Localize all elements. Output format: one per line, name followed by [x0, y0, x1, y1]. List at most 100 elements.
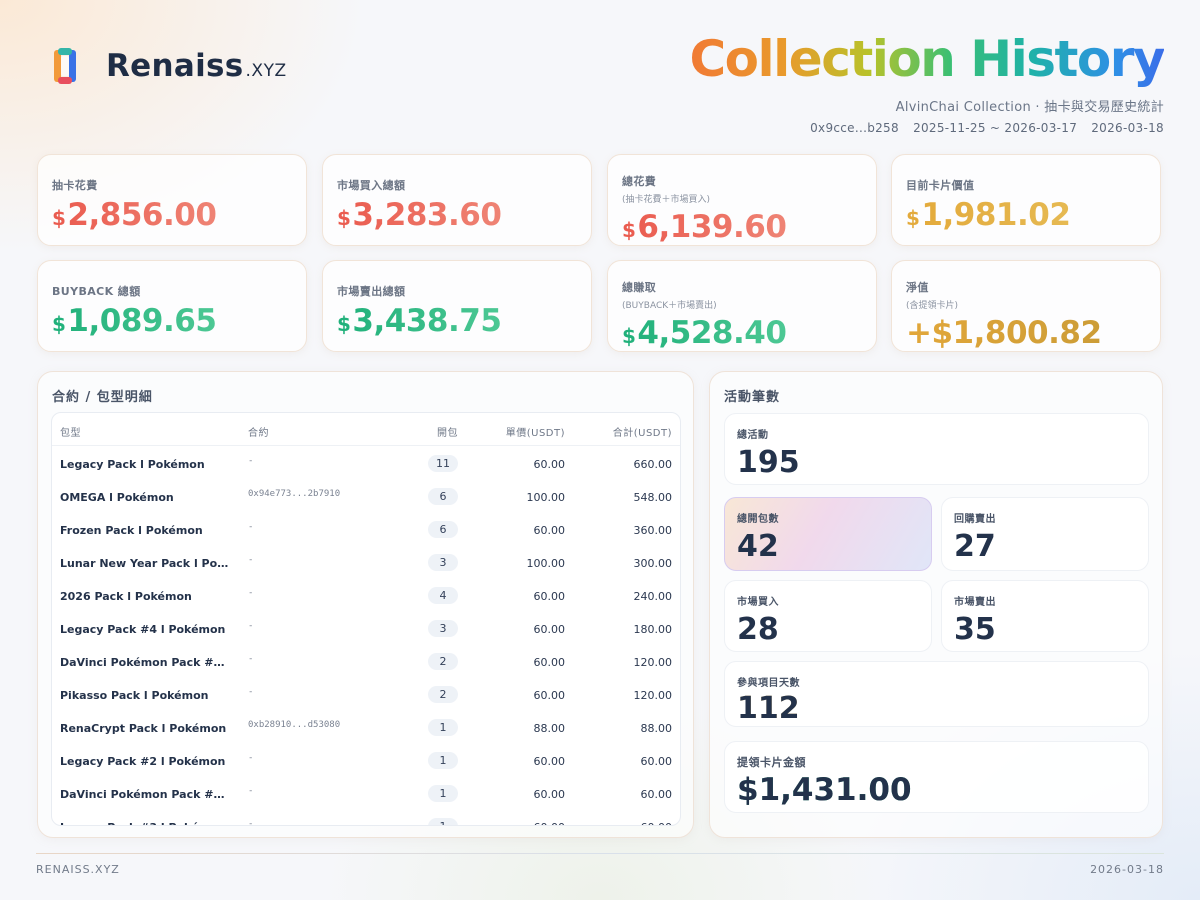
currency-symbol: $ — [52, 312, 66, 336]
currency-symbol: $ — [622, 324, 636, 348]
withdraw-value: $1,431.00 — [737, 772, 1148, 808]
opened-count-badge: 3 — [428, 554, 458, 571]
active-days-card: 參與項目天數 112 — [724, 661, 1149, 727]
unit-price: 88.00 — [533, 722, 566, 735]
opened-count-badge: 1 — [428, 785, 458, 802]
stat-value: $3,438.75 — [337, 303, 577, 339]
table-row[interactable]: RenaCrypt Pack l Pokémon 0xb28910...d5308… — [52, 711, 680, 744]
contract-address: - — [248, 687, 254, 697]
stat-amount: 3,283.60 — [352, 197, 502, 233]
contract-address: - — [248, 456, 254, 466]
packs-table[interactable]: 包型 合約 開包 單價(USDT) 合計(USDT) Legacy Pack l… — [51, 412, 681, 826]
stat-amount: +$1,800.82 — [906, 315, 1102, 351]
currency-symbol: $ — [337, 312, 351, 336]
activity-panel-title: 活動筆數 — [724, 390, 781, 405]
row-total: 360.00 — [633, 524, 673, 537]
opened-count-badge: 1 — [428, 752, 458, 769]
buyback-sell-value: 27 — [954, 529, 996, 564]
stat-card: 淨值 (含提領卡片) +$1,800.82 — [891, 260, 1161, 352]
opened-count-badge: 1 — [428, 719, 458, 736]
market-buy-card: 市場買入 28 — [724, 580, 932, 652]
currency-symbol: $ — [52, 206, 66, 230]
col-contract: 合約 — [248, 428, 269, 439]
unit-price: 60.00 — [533, 458, 566, 471]
table-row[interactable]: Pikasso Pack l Pokémon - 2 60.00 120.00 — [52, 678, 680, 711]
stat-label: 市場賣出總額 — [337, 285, 406, 298]
unit-price: 60.00 — [533, 524, 566, 537]
stat-amount: 1,981.02 — [921, 197, 1071, 233]
total-activity-value: 195 — [737, 445, 800, 480]
stat-value: $4,528.40 — [622, 315, 862, 351]
stat-label: 抽卡花費 — [52, 179, 98, 192]
contract-address: - — [248, 753, 254, 763]
unit-price: 60.00 — [533, 689, 566, 702]
stat-value: $2,856.00 — [52, 197, 292, 233]
currency-symbol: $ — [622, 218, 636, 242]
table-row[interactable]: Legacy Pack #2 l Pokémon - 1 60.00 60.00 — [52, 744, 680, 777]
withdraw-card: 提領卡片金額 $1,431.00 — [724, 741, 1149, 813]
contract-address: - — [248, 522, 254, 532]
packs-opened-value: 42 — [737, 529, 779, 564]
stat-card: 市場買入總額 $3,283.60 — [322, 154, 592, 246]
report-date: 2026-03-18 — [1091, 121, 1164, 135]
market-sell-card: 市場賣出 35 — [941, 580, 1149, 652]
col-total: 合計(USDT) — [612, 428, 672, 439]
footer-date: 2026-03-18 — [1090, 863, 1164, 876]
table-row[interactable]: Legacy Pack #3 l Pokémon - 1 60.00 60.00 — [52, 810, 680, 825]
pack-name: 2026 Pack l Pokémon — [60, 590, 192, 603]
currency-symbol: $ — [906, 206, 920, 230]
row-total: 120.00 — [633, 656, 673, 669]
stat-amount: 6,139.60 — [637, 209, 787, 245]
page-subtitle: AlvinChai Collection · 抽卡與交易歷史統計 — [895, 100, 1164, 115]
stat-amount: 1,089.65 — [67, 303, 217, 339]
opened-count-badge: 6 — [428, 521, 458, 538]
opened-count-badge: 2 — [428, 686, 458, 703]
row-total: 240.00 — [633, 590, 673, 603]
row-total: 180.00 — [633, 623, 673, 636]
header-meta: 0x9cce...b258 2025-11-25 ~ 2026-03-17 20… — [800, 121, 1164, 135]
wallet-address: 0x9cce...b258 — [810, 121, 899, 135]
total-activity-label: 總活動 — [737, 430, 769, 441]
pack-name: Lunar New Year Pack l Pokémon — [60, 557, 232, 570]
table-row[interactable]: OMEGA l Pokémon 0x94e773...2b7910 6 100.00 5… — [52, 480, 680, 513]
activity-panel: 活動筆數 總活動 195 總開包數 42 回購賣出 27 市場買入 28 市場賣… — [709, 371, 1163, 838]
table-row[interactable]: Frozen Pack l Pokémon - 6 60.00 360.00 — [52, 513, 680, 546]
market-sell-value: 35 — [954, 612, 996, 647]
table-row[interactable]: Legacy Pack l Pokémon - 11 60.00 660.00 — [52, 447, 680, 480]
opened-count-badge: 1 — [428, 818, 458, 825]
table-row[interactable]: DaVinci Pokémon Pack #4 l Po... - 2 60.00 12… — [52, 645, 680, 678]
withdraw-label: 提領卡片金額 — [737, 756, 806, 769]
row-total: 300.00 — [633, 557, 673, 570]
stat-label: 市場買入總額 — [337, 179, 406, 192]
stat-card: 總賺取 (BUYBACK＋市場賣出) $4,528.40 — [607, 260, 877, 352]
contract-address: - — [248, 654, 254, 664]
pack-name: RenaCrypt Pack l Pokémon — [60, 722, 227, 735]
table-row[interactable]: Legacy Pack #4 l Pokémon - 3 60.00 180.00 — [52, 612, 680, 645]
stat-sublabel: (抽卡花費＋市場買入) — [622, 195, 711, 205]
stat-label: 總花費 — [622, 175, 657, 188]
opened-count-badge: 4 — [428, 587, 458, 604]
stat-value: $3,283.60 — [337, 197, 577, 233]
market-buy-label: 市場買入 — [737, 597, 779, 608]
stat-amount: 4,528.40 — [637, 315, 787, 351]
footer-divider — [36, 853, 1164, 854]
table-row[interactable]: Lunar New Year Pack l Pokémon - 3 100.00 300… — [52, 546, 680, 579]
total-activity-card: 總活動 195 — [724, 413, 1149, 485]
col-pack: 包型 — [60, 428, 81, 439]
stat-value: $1,089.65 — [52, 303, 292, 339]
table-row[interactable]: 2026 Pack l Pokémon - 4 60.00 240.00 — [52, 579, 680, 612]
brand-suffix: .XYZ — [245, 61, 287, 81]
row-total: 660.00 — [633, 458, 673, 471]
stat-card: 抽卡花費 $2,856.00 — [37, 154, 307, 246]
opened-count-badge: 11 — [428, 455, 458, 472]
col-unit-price: 單價(USDT) — [505, 428, 565, 439]
stat-card: 市場賣出總額 $3,438.75 — [322, 260, 592, 352]
pack-name: DaVinci Pokémon Pack #4 l Po... — [60, 656, 232, 669]
table-header: 包型 合約 開包 單價(USDT) 合計(USDT) — [52, 413, 680, 446]
contract-address: - — [248, 555, 254, 565]
unit-price: 60.00 — [533, 623, 566, 636]
pack-name: DaVinci Pokémon Pack #3 l Po... — [60, 788, 232, 801]
market-sell-label: 市場賣出 — [954, 597, 996, 608]
pack-name: OMEGA l Pokémon — [60, 491, 174, 504]
table-row[interactable]: DaVinci Pokémon Pack #3 l Po... - 1 60.00 60… — [52, 777, 680, 810]
